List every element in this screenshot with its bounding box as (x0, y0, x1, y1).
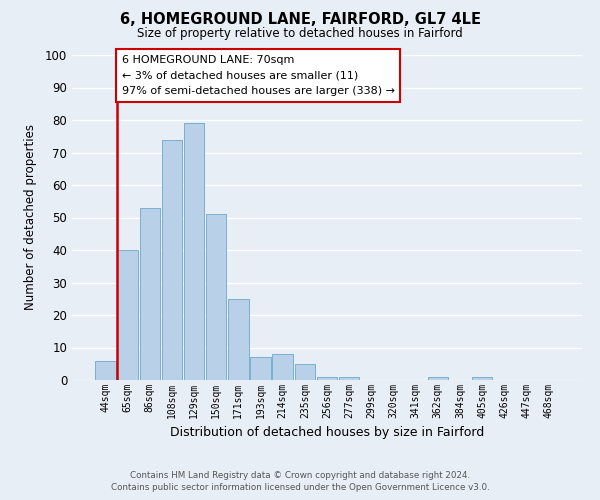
Bar (228, 298, 248, 380)
Bar (184, 123, 204, 380)
Text: 6, HOMEGROUND LANE, FAIRFORD, GL7 4LE: 6, HOMEGROUND LANE, FAIRFORD, GL7 4LE (119, 12, 481, 28)
Bar (272, 354, 293, 380)
Bar (118, 250, 138, 380)
Bar (250, 357, 271, 380)
Bar (95, 360, 116, 380)
Bar (317, 377, 337, 380)
Text: Contains HM Land Registry data © Crown copyright and database right 2024.
Contai: Contains HM Land Registry data © Crown c… (110, 471, 490, 492)
Bar (428, 377, 448, 380)
Bar (140, 208, 160, 380)
Text: 6 HOMEGROUND LANE: 70sqm
← 3% of detached houses are smaller (11)
97% of semi-de: 6 HOMEGROUND LANE: 70sqm ← 3% of detache… (122, 55, 395, 96)
Y-axis label: Number of detached properties: Number of detached properties (23, 124, 37, 310)
Bar (295, 364, 315, 380)
Bar (472, 377, 493, 380)
Bar (206, 214, 226, 380)
X-axis label: Distribution of detached houses by size in Fairford: Distribution of detached houses by size … (170, 426, 484, 440)
Bar (339, 377, 359, 380)
Bar (161, 140, 182, 380)
Text: Size of property relative to detached houses in Fairford: Size of property relative to detached ho… (137, 28, 463, 40)
